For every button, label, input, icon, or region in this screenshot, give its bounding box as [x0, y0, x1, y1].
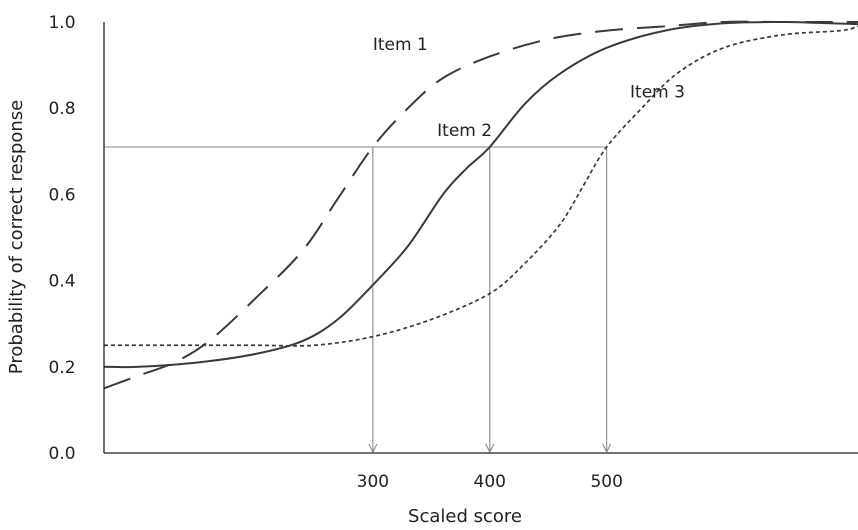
y-tick-label: 0.8 — [48, 99, 75, 119]
y-tick-label: 1.0 — [48, 13, 75, 33]
reference-arrowhead — [602, 443, 612, 454]
series-line — [103, 20, 858, 390]
series-label: Item 2 — [437, 121, 492, 141]
series-label: Item 3 — [630, 82, 685, 102]
x-tick-label: 500 — [590, 472, 622, 492]
series-label: Item 1 — [373, 35, 428, 55]
y-tick-label: 0.4 — [48, 272, 75, 292]
reference-lines — [104, 146, 612, 454]
axes — [103, 22, 858, 454]
reference-arrowhead — [485, 443, 495, 454]
reference-arrowhead — [368, 443, 378, 454]
y-tick-label: 0.6 — [48, 185, 75, 205]
x-tick-label: 400 — [474, 472, 506, 492]
x-axis-title: Scaled score — [408, 506, 522, 527]
series-lines — [103, 20, 858, 390]
series-line — [103, 20, 858, 369]
y-tick-label: 0.0 — [48, 444, 75, 464]
x-tick-label: 300 — [357, 472, 389, 492]
series-labels: Item 1 Item 2 Item 3 — [373, 35, 685, 141]
y-axis-title: Probability of correct response — [6, 100, 27, 374]
series-line — [104, 25, 858, 347]
y-tick-label: 0.2 — [48, 358, 75, 378]
tick-labels: 0.0 0.2 0.4 0.6 0.8 1.0 300 400 500 — [48, 13, 622, 492]
